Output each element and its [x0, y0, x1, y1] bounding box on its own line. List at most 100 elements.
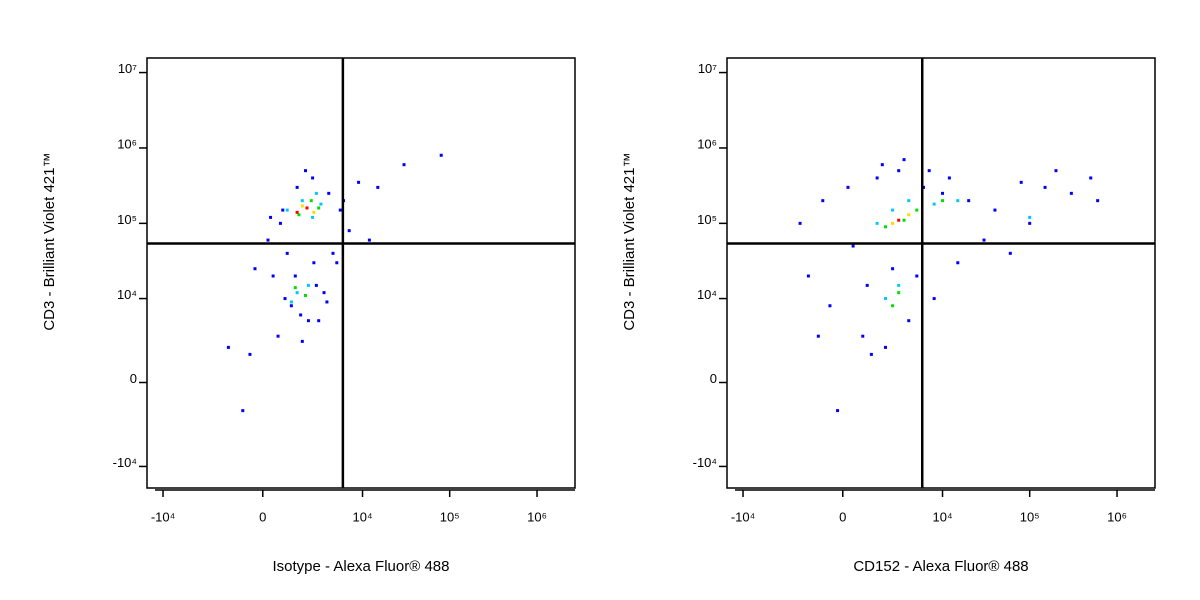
event-dot [300, 199, 304, 203]
event-dot [846, 185, 850, 189]
event-dot [915, 274, 919, 278]
event-dot [248, 352, 252, 356]
event-dot [314, 191, 318, 195]
event-dot [311, 176, 315, 180]
event-dot [357, 180, 361, 184]
event-dot [285, 208, 289, 212]
event-dot [828, 304, 832, 308]
event-dot [278, 221, 282, 225]
event-dot [816, 334, 820, 338]
event-dot [317, 206, 321, 210]
event-dot [335, 261, 339, 265]
event-dot [327, 191, 331, 195]
event-dot [869, 352, 873, 356]
event-dot [851, 244, 855, 248]
x-axis-title: CD152 - Alexa Fluor® 488 [853, 558, 1028, 575]
event-dot [1069, 191, 1073, 195]
event-dot [861, 334, 865, 338]
event-dot [314, 283, 318, 287]
event-dot [303, 293, 307, 297]
event-dot [439, 153, 443, 157]
event-dot [311, 215, 315, 219]
plot-frame [726, 57, 1156, 489]
event-dot [297, 213, 301, 217]
event-dot [299, 313, 303, 317]
event-dot [956, 199, 960, 203]
event-dot [289, 304, 293, 308]
x-tick-label: -10⁴ [151, 509, 175, 524]
event-dot [289, 300, 293, 304]
event-dot [956, 261, 960, 265]
event-dot [338, 208, 342, 212]
event-dot [347, 229, 351, 233]
event-dot [1043, 185, 1047, 189]
x-tick-label: 10⁶ [1107, 509, 1127, 524]
x-tick-label: 10⁵ [1020, 509, 1040, 524]
event-dot [331, 251, 335, 255]
event-dot [891, 304, 895, 308]
x-tick-label: 10⁴ [353, 509, 373, 524]
event-dot [875, 221, 879, 225]
event-dot [300, 339, 304, 343]
event-dot [295, 185, 299, 189]
x-axis-title: Isotype - Alexa Fluor® 488 [273, 558, 450, 575]
event-dot [836, 409, 840, 413]
event-dot [932, 202, 936, 206]
event-dot [915, 208, 919, 212]
event-dot [317, 319, 321, 323]
event-dot [295, 291, 299, 295]
event-dot [376, 185, 380, 189]
event-dot [821, 199, 825, 203]
event-dot [1019, 180, 1023, 184]
event-dot [276, 334, 280, 338]
event-dot [293, 286, 297, 290]
y-tick-label: 10⁴ [117, 287, 137, 302]
event-dot [897, 218, 901, 222]
event-dot [897, 283, 901, 287]
event-dot [947, 176, 951, 180]
y-tick-label: 10⁵ [117, 212, 137, 227]
event-dot [402, 163, 406, 167]
event-dot [982, 238, 986, 242]
x-tick-label: -10⁴ [731, 509, 755, 524]
event-dot [907, 319, 911, 323]
event-dot [1028, 215, 1032, 219]
event-dot [883, 225, 887, 229]
event-dot [305, 206, 309, 210]
event-dot [907, 213, 911, 217]
event-dot [897, 169, 901, 173]
event-dot [798, 221, 802, 225]
event-dot [283, 297, 287, 301]
y-tick-label: 10⁵ [697, 212, 717, 227]
event-dot [883, 297, 887, 301]
event-dot [281, 208, 285, 212]
event-dot [891, 267, 895, 271]
event-dot [309, 199, 313, 203]
event-dot [891, 208, 895, 212]
event-dot [306, 283, 310, 287]
event-dot [312, 261, 316, 265]
event-dot [927, 169, 931, 173]
x-tick-label: 10⁴ [933, 509, 953, 524]
event-dot [865, 283, 869, 287]
event-dot [941, 199, 945, 203]
event-dot [271, 274, 275, 278]
event-dot [891, 221, 895, 225]
event-dot [285, 251, 289, 255]
x-tick-label: 10⁶ [527, 509, 547, 524]
event-dot [902, 158, 906, 162]
event-dot [269, 215, 273, 219]
y-tick-label: 10⁶ [117, 136, 137, 151]
event-dot [322, 291, 326, 295]
event-dot [902, 218, 906, 222]
event-dot [367, 238, 371, 242]
event-dot [941, 191, 945, 195]
y-tick-label: 0 [710, 371, 717, 386]
x-tick-label: 0 [839, 509, 846, 524]
y-axis-title: CD3 - Brilliant Violet 421™ [41, 153, 58, 331]
event-dot [325, 300, 329, 304]
event-dot [967, 199, 971, 203]
event-dot [932, 297, 936, 301]
event-dot [875, 176, 879, 180]
